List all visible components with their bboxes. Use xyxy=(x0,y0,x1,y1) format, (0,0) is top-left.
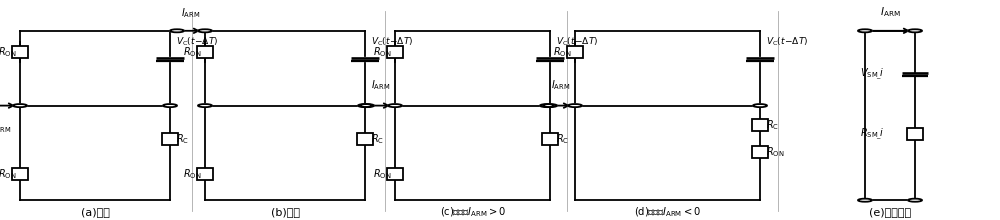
Bar xyxy=(162,132,178,145)
Circle shape xyxy=(568,104,582,107)
Text: $V_{\rm C}(t\!-\!\Delta T)$: $V_{\rm C}(t\!-\!\Delta T)$ xyxy=(556,36,598,48)
Text: $R_{\rm ON}$: $R_{\rm ON}$ xyxy=(373,45,392,59)
Circle shape xyxy=(540,104,554,107)
Text: $R_{\rm C}$: $R_{\rm C}$ xyxy=(176,132,189,145)
Circle shape xyxy=(908,199,922,202)
Bar xyxy=(387,168,403,180)
Bar xyxy=(12,168,28,180)
Circle shape xyxy=(908,29,922,32)
Text: $R_{\rm ON}$: $R_{\rm ON}$ xyxy=(183,45,202,59)
Text: $V_{\rm C}(t\!-\!\Delta T)$: $V_{\rm C}(t\!-\!\Delta T)$ xyxy=(176,36,218,48)
Bar xyxy=(752,146,768,158)
Text: $I_{\rm ARM}$: $I_{\rm ARM}$ xyxy=(551,79,571,92)
Text: $R_{\rm SM\_\!}i$: $R_{\rm SM\_\!}i$ xyxy=(860,126,884,142)
Text: $V_{\rm SM\_\!}i$: $V_{\rm SM\_\!}i$ xyxy=(860,67,884,82)
Text: $R_{\rm ON}$: $R_{\rm ON}$ xyxy=(183,167,202,181)
Circle shape xyxy=(858,29,872,32)
Circle shape xyxy=(388,104,402,107)
Circle shape xyxy=(163,104,177,107)
Text: $R_{\rm ON}$: $R_{\rm ON}$ xyxy=(0,45,17,59)
Bar xyxy=(542,132,558,145)
Text: $V_{\rm C}(t\!-\!\Delta T)$: $V_{\rm C}(t\!-\!\Delta T)$ xyxy=(371,36,413,48)
Bar xyxy=(567,46,583,58)
Bar xyxy=(752,119,768,131)
Bar xyxy=(197,46,213,58)
Text: $R_{\rm C}$: $R_{\rm C}$ xyxy=(371,132,384,145)
Circle shape xyxy=(170,29,184,32)
Bar xyxy=(12,46,28,58)
Circle shape xyxy=(198,104,212,107)
Text: (a)投入: (a)投入 xyxy=(81,207,109,217)
Text: (d)闭锁时$I_{\rm ARM}<0$: (d)闭锁时$I_{\rm ARM}<0$ xyxy=(634,205,702,219)
Text: $V_{\rm C}(t\!-\!\Delta T)$: $V_{\rm C}(t\!-\!\Delta T)$ xyxy=(766,36,808,48)
Text: (c)闭锁时$I_{\rm ARM}>0$: (c)闭锁时$I_{\rm ARM}>0$ xyxy=(440,205,506,219)
Text: $R_{\rm ON}$: $R_{\rm ON}$ xyxy=(0,167,17,181)
Text: $I_{\rm ARM}$: $I_{\rm ARM}$ xyxy=(371,79,391,92)
Text: $R_{\rm C}$: $R_{\rm C}$ xyxy=(766,119,779,132)
Circle shape xyxy=(360,104,374,107)
Text: $R_{\rm ON}$: $R_{\rm ON}$ xyxy=(553,45,572,59)
Text: $R_{\rm ON}$: $R_{\rm ON}$ xyxy=(373,167,392,181)
Text: $I_{\rm ARM}$: $I_{\rm ARM}$ xyxy=(880,5,900,19)
Circle shape xyxy=(198,29,212,32)
Text: $I_{\rm ARM}$: $I_{\rm ARM}$ xyxy=(181,6,201,20)
Text: (b)旁路: (b)旁路 xyxy=(270,207,300,217)
Bar xyxy=(907,128,923,140)
Text: $R_{\rm C}$: $R_{\rm C}$ xyxy=(556,132,569,145)
Bar xyxy=(197,168,213,180)
Circle shape xyxy=(858,199,872,202)
Bar xyxy=(357,132,373,145)
Bar xyxy=(387,46,403,58)
Text: $I_{\rm ARM}$: $I_{\rm ARM}$ xyxy=(0,121,11,135)
Circle shape xyxy=(358,104,372,107)
Text: (e)等效电路: (e)等效电路 xyxy=(869,207,911,217)
Circle shape xyxy=(543,104,557,107)
Circle shape xyxy=(753,104,767,107)
Text: $R_{\rm ON}$: $R_{\rm ON}$ xyxy=(766,145,785,159)
Circle shape xyxy=(13,104,27,107)
